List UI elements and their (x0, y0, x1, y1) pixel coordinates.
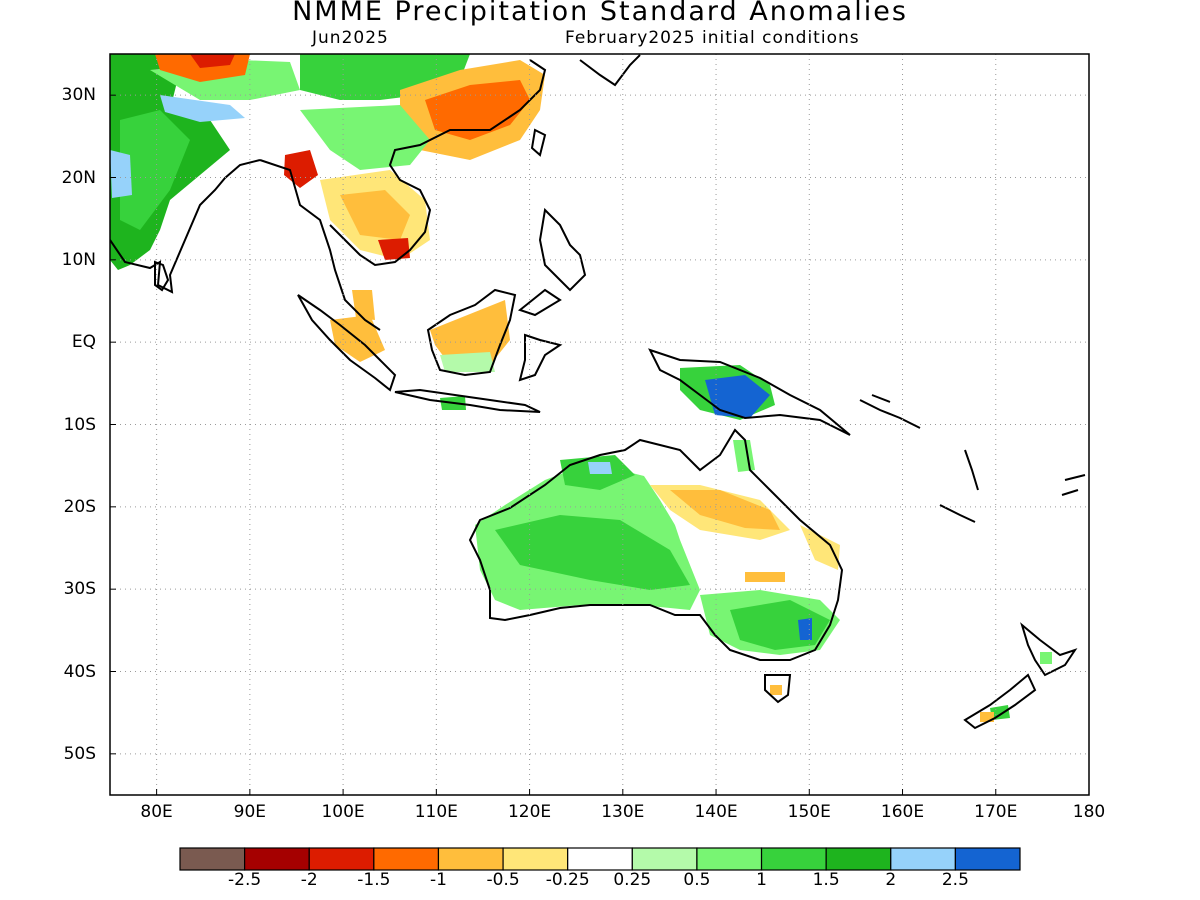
colorbar-tick-label: 2 (885, 870, 897, 890)
south-china-wet-band (300, 105, 430, 170)
colorbar-tick-label: 1 (756, 870, 767, 890)
coastline-sulawesi (518, 333, 563, 382)
latitude-label: 30S (63, 579, 96, 600)
longitude-label: 170E (974, 802, 1018, 822)
initial-conditions: February2025 initial conditions (565, 28, 860, 48)
colorbar-tick-label: 0.5 (683, 870, 711, 890)
north-island-wet-patch (1040, 652, 1052, 664)
tibet-drier-patch (190, 54, 235, 68)
coastline-sri-lanka (154, 260, 170, 292)
colorbar-swatch (437, 847, 504, 871)
plot-background (110, 54, 1089, 795)
longitude-label: 130E (601, 802, 645, 822)
colorbar-swatch (308, 847, 375, 871)
australia-central-wet-band (495, 515, 690, 590)
cambodia-very-dry-patch (378, 238, 410, 260)
coastline-solomon-islands (859, 394, 921, 429)
colorbar-tick-label: -2.5 (228, 870, 262, 890)
longitude-label: 180 (1072, 802, 1106, 822)
longitude-label: 110E (414, 802, 458, 822)
australia-north-very-wet-patch (588, 462, 612, 474)
latitude-label: 30N (61, 85, 96, 106)
colorbar-swatch (567, 847, 633, 871)
colorbar-tick-label: -1.5 (357, 870, 391, 890)
coastline-borneo (426, 288, 517, 377)
forecast-month: Jun2025 (312, 28, 389, 48)
east-china-drier-patch (425, 80, 530, 140)
coastlines (110, 54, 1086, 730)
colorbar-tick-label: -1 (429, 870, 447, 890)
colorbar-swatch (244, 847, 310, 871)
coastline-australia (468, 428, 844, 661)
longitude-label: 160E (880, 802, 925, 822)
colorbar-swatch (179, 847, 246, 871)
australia-central-dry-patch (745, 572, 785, 582)
latitude-label: 10S (63, 414, 96, 435)
plot-frame (109, 53, 1090, 796)
grid-lines (110, 54, 1090, 795)
colorbar-tick-label: -2 (300, 870, 318, 890)
map-title: NMME Precipitation Standard Anomalies (292, 0, 908, 27)
coastline-philippines (517, 207, 587, 317)
latitude-label: 10N (61, 249, 96, 270)
longitude-label: 100E (321, 802, 365, 822)
anomaly-fields (110, 54, 1052, 722)
borneo-moist-patch (440, 352, 495, 372)
longitude-label: 80E (140, 802, 173, 822)
colorbar-swatch (696, 847, 763, 871)
colorbar-swatch (760, 847, 827, 871)
himalaya-very-wet-patch (160, 95, 245, 122)
coastline-tasmania (764, 674, 792, 704)
coastline-taiwan (530, 128, 547, 157)
coastline-java (394, 388, 541, 413)
latitude-label: 20S (63, 496, 96, 517)
colorbar-tick-label: 0.25 (613, 870, 652, 890)
colorbar (179, 847, 1021, 871)
australia-east-dry-patch (800, 525, 840, 570)
india-moist-patch (120, 110, 190, 230)
colorbar-tick-label: -0.25 (545, 870, 590, 890)
longitude-label: 90E (233, 802, 267, 822)
colorbar-swatch (502, 847, 569, 871)
colorbar-swatch (631, 847, 698, 871)
southeast-coast-very-wet-patch (798, 618, 812, 640)
longitude-label: 120E (507, 802, 552, 822)
latitude-label: 40S (63, 661, 96, 682)
coastline-new-caledonia (939, 504, 976, 523)
colorbar-tick-label: -0.5 (486, 870, 520, 890)
coastline-fiji (1061, 474, 1086, 496)
australia-queensland-dry-patch (670, 490, 780, 530)
new-zealand-wet-patch (990, 705, 1010, 720)
coastline-sumatra (297, 294, 397, 392)
india-very-wet-patch (110, 150, 132, 198)
colorbar-swatch (954, 847, 1021, 871)
coastline-new-zealand-south (963, 673, 1037, 730)
latitude-label: 50S (63, 743, 96, 764)
colorbar-tick-label: 1.5 (812, 870, 840, 890)
coastline-indochina (259, 59, 547, 331)
coastline-vanuatu (964, 449, 979, 491)
borneo-dry-region (430, 300, 510, 365)
colorbar-swatch (373, 847, 440, 871)
coastline-new-zealand-north (1020, 622, 1078, 677)
latitude-label: EQ (71, 332, 96, 353)
coastline-new-guinea (648, 348, 851, 436)
latitude-label: 20N (61, 167, 96, 188)
colorbar-tick-label: 2.5 (941, 870, 969, 890)
longitude-label: 140E (694, 802, 738, 822)
indochina-drier-patch (340, 190, 410, 240)
longitude-label: 150E (787, 802, 831, 822)
new-guinea-very-wet-patch (705, 375, 770, 418)
colorbar-swatch (890, 847, 956, 871)
colorbar-swatch (825, 847, 892, 871)
tasmania-dry-patch (770, 685, 782, 695)
coastline-japan (579, 54, 641, 87)
